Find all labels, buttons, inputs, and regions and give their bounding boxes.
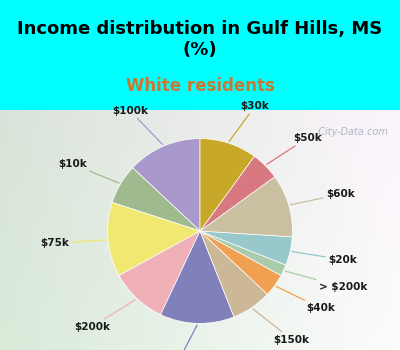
Text: $10k: $10k [58,159,119,183]
Text: Income distribution in Gulf Hills, MS
(%): Income distribution in Gulf Hills, MS (%… [17,20,383,59]
Text: $75k: $75k [40,238,106,248]
Text: > $200k: > $200k [285,271,367,292]
Text: $125k: $125k [160,325,197,350]
Text: $30k: $30k [229,101,269,141]
Text: $100k: $100k [112,106,162,145]
Wedge shape [200,177,292,237]
Text: $60k: $60k [290,189,355,205]
Wedge shape [133,139,200,231]
Wedge shape [161,231,234,323]
Wedge shape [200,231,267,317]
Text: $40k: $40k [276,286,335,313]
Text: City-Data.com: City-Data.com [312,127,388,137]
Wedge shape [200,139,254,231]
Text: $50k: $50k [267,133,322,164]
Text: White residents: White residents [126,77,274,95]
Text: $150k: $150k [253,309,310,344]
Wedge shape [200,156,275,231]
Text: $20k: $20k [292,252,357,265]
Text: $200k: $200k [74,300,136,332]
Wedge shape [200,231,286,275]
Wedge shape [112,168,200,231]
Wedge shape [200,231,281,294]
Wedge shape [108,202,200,275]
Wedge shape [119,231,200,315]
Wedge shape [200,231,292,265]
